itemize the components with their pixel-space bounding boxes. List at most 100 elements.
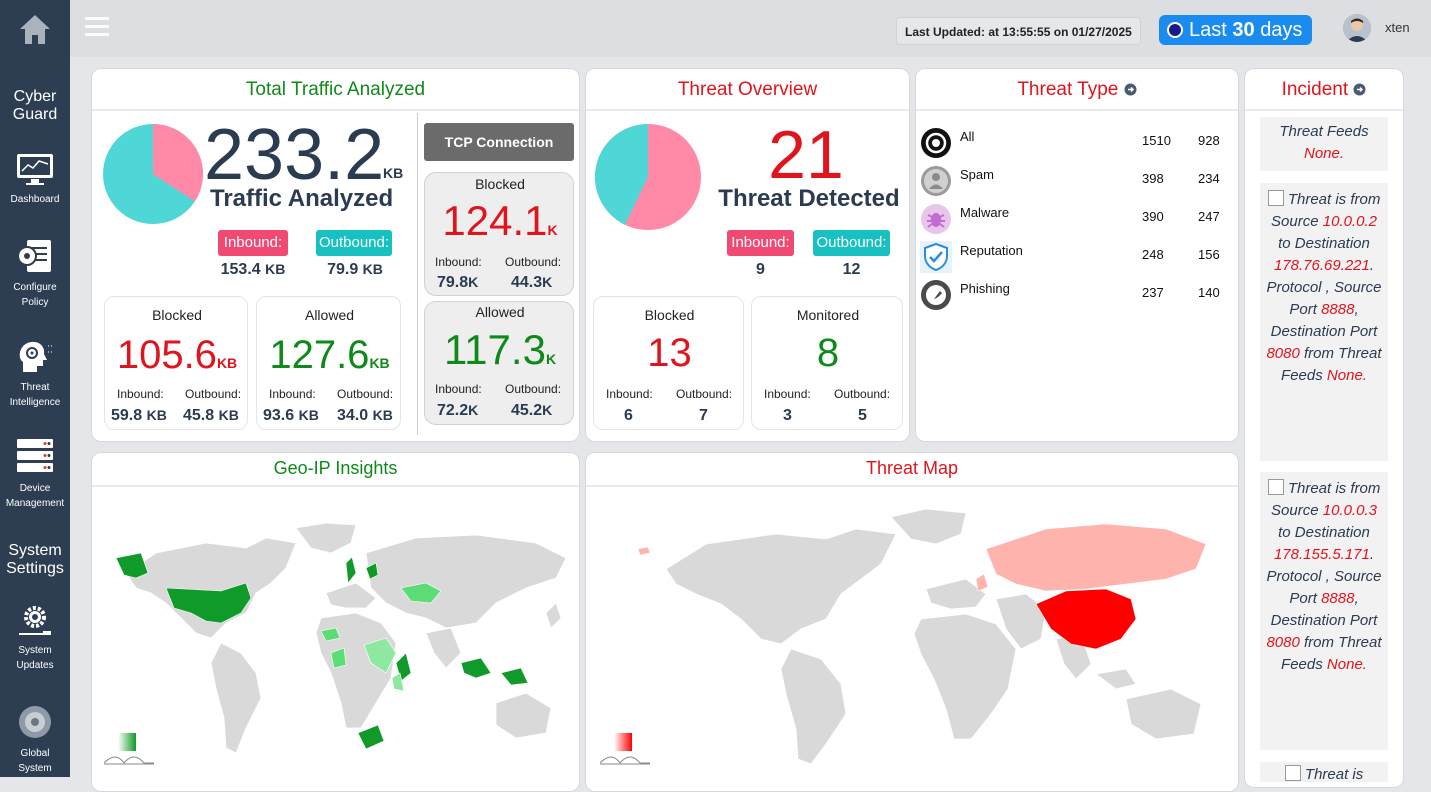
tcp-allowed-label: Allowed <box>475 304 525 320</box>
incident-item[interactable]: Threat is from Source 10.0.0.3 to Destin… <box>1260 472 1388 750</box>
configure-policy-icon <box>17 240 51 272</box>
sidebar-item-threat-intelligence[interactable]: Threat Intelligence <box>0 338 70 410</box>
last-updated-label: Last Updated: <box>905 25 986 39</box>
incident-feed: None. <box>1326 367 1367 384</box>
sidebar-item-device-management[interactable]: Device Management <box>0 437 70 511</box>
gear-icon <box>19 606 51 635</box>
sidebar-item-global-system[interactable]: Global System <box>0 704 70 776</box>
threat-type-row-phishing[interactable]: Phishing 237 140 <box>920 279 1220 311</box>
tcp-blocked-in: 79.8K <box>437 274 478 292</box>
traffic-inbound-number: 153.4 <box>220 261 261 278</box>
arrow-right-circle-icon[interactable] <box>1353 83 1366 96</box>
incident-text: Threat is from Source <box>1271 480 1381 519</box>
threat-detected-label: Threat Detected <box>718 185 900 212</box>
incident-destination-ip: 178.155.5.171 <box>1273 546 1370 563</box>
tcp-blocked-in-label: Inbound: <box>435 255 482 269</box>
sidebar-item-label: Configure Policy <box>13 282 57 308</box>
geo-ip-world-map <box>115 522 567 754</box>
traffic-inbound-unit: KB <box>265 261 286 277</box>
tcp-allowed-in-label: Inbound: <box>435 382 482 396</box>
sidebar-item-label: Global System <box>18 748 52 774</box>
threat-type-card: Threat Type <box>915 68 1239 442</box>
threat-type-count-b: 928 <box>1198 133 1220 148</box>
date-range-button[interactable]: Last 30 days <box>1159 15 1312 45</box>
incident-item-fragment[interactable]: Threat Feeds None. <box>1260 117 1388 171</box>
traffic-total: 233.2 <box>204 115 385 195</box>
tcp-blocked-unit: K <box>547 222 558 238</box>
tcp-allowed-out-number: 45.2 <box>511 402 543 419</box>
tcp-blocked-out-label: Outbound: <box>505 255 562 269</box>
traffic-allowed-unit: KB <box>369 355 390 371</box>
menu-toggle-icon[interactable] <box>85 17 109 37</box>
sidebar-item-label: Device Management <box>5 483 65 509</box>
threat-type-count-a: 390 <box>1142 209 1164 224</box>
threat-monitored-in: 3 <box>783 407 792 424</box>
incident-item-partial[interactable]: Threat is <box>1260 762 1388 783</box>
threat-monitored-out-label: Outbound: <box>834 387 891 401</box>
traffic-inbound-pill: Inbound: <box>218 230 288 256</box>
threat-type-name: Malware <box>960 205 1010 220</box>
threat-type-count-a: 398 <box>1142 171 1164 186</box>
incident-text: from Threat Feeds <box>1281 634 1382 673</box>
traffic-allowed-out-number: 34.0 <box>337 407 369 424</box>
arrow-right-circle-icon[interactable] <box>1124 83 1137 96</box>
tcp-blocked-in-number: 79.8 <box>437 274 469 291</box>
tcp-allowed-out-unit: K <box>542 402 553 418</box>
sidebar-item-configure-policy[interactable]: Configure Policy <box>0 238 70 310</box>
sidebar-item-label: System Updates <box>16 645 54 671</box>
threat-type-row-all[interactable]: All 1510 928 <box>920 127 1220 159</box>
tcp-allowed-unit: K <box>545 351 557 367</box>
global-system-icon <box>19 706 51 738</box>
traffic-blocked-out: 45.8 KB <box>183 407 239 425</box>
threat-type-row-spam[interactable]: Spam 398 234 <box>920 165 1220 197</box>
tcp-blocked-value: 124.1K <box>425 197 575 245</box>
threat-outbound-value: 12 <box>842 261 861 278</box>
tcp-connection-button[interactable]: TCP Connection <box>424 123 574 161</box>
traffic-total-label: Traffic Analyzed <box>210 185 394 212</box>
threat-type-row-reputation[interactable]: Reputation 248 156 <box>920 241 1220 273</box>
threat-blocked-value: 13 <box>647 331 692 375</box>
sidebar-item-system-updates[interactable]: System Updates <box>0 603 70 673</box>
incident-title[interactable]: Incident <box>1245 69 1403 111</box>
traffic-blocked-out-unit: KB <box>218 407 239 423</box>
avatar[interactable] <box>1343 14 1371 42</box>
traffic-card: Total Traffic Analyzed 233.2 KB Traffic … <box>91 68 580 442</box>
tcp-blocked-out-number: 44.3 <box>511 274 543 291</box>
traffic-blocked-label: Blocked <box>152 307 202 323</box>
traffic-allowed-in-unit: KB <box>298 407 319 423</box>
tcp-blocked-label: Blocked <box>475 176 525 192</box>
threat-type-name: Spam <box>960 167 994 182</box>
traffic-blocked-out-label: Outbound: <box>185 387 242 401</box>
incident-text: , Destination Port <box>1270 590 1378 629</box>
threat-intelligence-icon <box>19 341 52 372</box>
traffic-allowed-box: Allowed 127.6KB Inbound: Outbound: 93.6 … <box>256 296 401 430</box>
home-icon[interactable] <box>17 12 53 48</box>
threat-type-count-b: 234 <box>1198 171 1220 186</box>
threat-pie-inbound <box>595 124 648 225</box>
threat-type-row-malware[interactable]: Malware 390 247 <box>920 203 1220 235</box>
sidebar-item-dashboard[interactable]: Dashboard <box>0 152 70 207</box>
threat-pie-chart <box>595 124 701 230</box>
threat-map-card: Threat Map <box>585 452 1239 792</box>
malware-icon <box>921 204 951 234</box>
system-settings-heading: System Settings <box>6 542 64 577</box>
dashboard-icon <box>17 154 53 185</box>
traffic-total-unit: KB <box>383 165 404 181</box>
threat-type-name: Reputation <box>960 243 1023 258</box>
username[interactable]: xten <box>1385 20 1410 35</box>
tcp-allowed-out-label: Outbound: <box>505 382 562 396</box>
tcp-allowed-number: 117.3 <box>443 326 546 373</box>
threat-type-count-b: 247 <box>1198 209 1220 224</box>
tcp-blocked-out: 44.3K <box>511 274 552 292</box>
broken-image-icon <box>1284 765 1301 781</box>
traffic-allowed-value: 127.6KB <box>257 333 402 378</box>
range-suffix: days <box>1260 19 1303 41</box>
incident-text: to Destination <box>1278 235 1370 252</box>
traffic-allowed-label: Allowed <box>304 307 355 323</box>
incident-destination-port: 8080 <box>1266 634 1300 651</box>
threat-inbound-pill: Inbound: <box>727 230 794 256</box>
geo-ip-legend-swatch <box>118 733 136 751</box>
incident-item[interactable]: Threat is from Source 10.0.0.2 to Destin… <box>1260 183 1388 461</box>
threat-type-title[interactable]: Threat Type <box>916 69 1238 111</box>
threat-type-title-text: Threat Type <box>1017 79 1119 100</box>
